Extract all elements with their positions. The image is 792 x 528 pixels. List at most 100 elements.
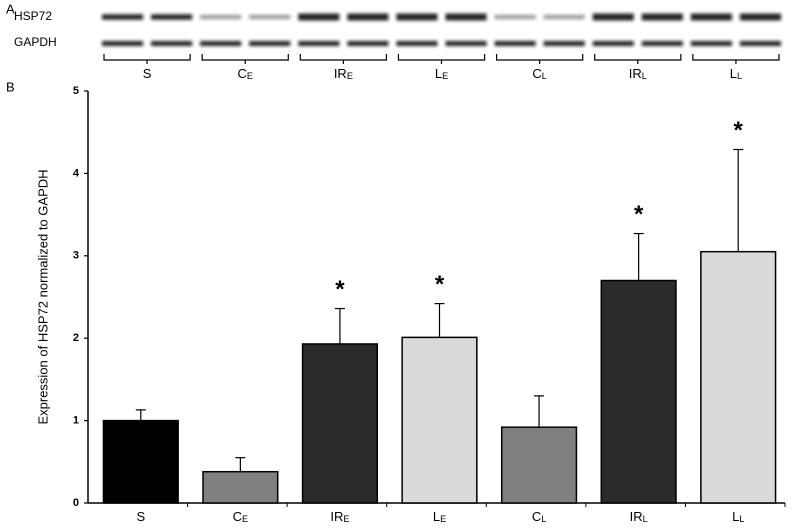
category-main: IR [629,66,642,81]
blot-band [690,41,732,46]
category-subscript: E [442,71,448,81]
blot-band [347,13,389,21]
category-main: L [732,509,739,524]
lane-bracket [201,54,289,64]
category-main: IR [630,509,643,524]
lane-bracket [103,54,191,64]
lane-bracket [397,54,486,64]
category-main: C [237,66,246,81]
blot-band [494,41,536,46]
blot-band [739,41,781,46]
category-subscript: E [347,71,353,81]
category-subscript: E [343,514,349,524]
blot-band [494,15,536,19]
significance-marker: * [734,117,744,144]
blot-band [641,13,683,21]
blot-band [396,13,438,21]
y-tick-label: 5 [73,85,79,97]
bar [401,336,478,504]
blot-band [690,13,732,21]
lane-label: CL [532,66,546,81]
lane-label: IRE [334,66,353,81]
category-main: L [730,66,737,81]
blot-band [200,15,242,19]
x-tick-label: CL [532,509,546,524]
blot-band [592,41,634,46]
x-tick-label: LE [433,509,446,524]
category-subscript: L [542,71,547,81]
blot-band [543,15,585,19]
y-axis-label: Expression of HSP72 normalized to GAPDH [35,169,50,424]
category-subscript: L [642,71,647,81]
blot-band [249,41,291,46]
bar [301,343,379,504]
bar [500,426,578,504]
category-main: S [143,66,152,81]
category-subscript: L [541,514,546,524]
category-main: S [136,509,145,524]
lane-label: LE [435,66,448,81]
category-subscript: L [737,71,742,81]
lane-bracket [594,54,682,64]
y-tick-label: 2 [73,332,79,344]
y-tick-label: 4 [73,167,80,179]
bar [102,419,179,504]
blot-band [200,41,242,46]
y-tick-label: 1 [73,415,79,427]
category-main: C [233,509,242,524]
lane-bracket [299,54,388,64]
category-main: L [433,509,440,524]
category-main: IR [334,66,347,81]
bar [600,279,677,504]
category-subscript: E [247,71,253,81]
blot-band [249,15,291,19]
blot-band [641,41,683,46]
y-tick-label: 0 [73,497,79,509]
category-subscript: E [242,514,248,524]
significance-marker: * [335,276,345,303]
category-main: L [435,66,442,81]
category-subscript: L [739,514,744,524]
x-tick-label: IRE [330,509,349,524]
blot-band [445,41,487,46]
bar [700,250,777,504]
blot-band [543,41,585,46]
category-main: IR [330,509,343,524]
lane-bracket [495,54,584,64]
blot-band [151,41,193,46]
x-tick-label: S [136,509,145,524]
lane-label: S [143,66,152,81]
blot-band [396,41,438,46]
x-tick-label: LL [732,509,744,524]
panel-label: A [6,1,15,16]
blot-band [592,13,634,21]
blot-band [102,41,144,46]
category-main: C [532,509,541,524]
category-subscript: E [440,514,446,524]
lane-bracket [692,54,780,64]
blot-band [739,13,781,21]
x-tick-label: CE [233,509,248,524]
blot-band [298,41,340,46]
bar [202,470,279,504]
blot-row-label: HSP72 [14,9,52,23]
blot-band [151,14,193,20]
blot-row-label: GAPDH [14,35,57,49]
y-tick-label: 3 [73,250,79,262]
blot-band [102,14,144,20]
lane-label: IRL [629,66,647,81]
category-subscript: L [643,514,648,524]
panel-label: B [6,79,15,94]
blot-band [445,13,487,21]
blot-band [298,13,340,21]
significance-marker: * [435,271,445,298]
blot: S CE IRE LE CL IRL LL [102,13,781,81]
x-tick-label: IRL [630,509,648,524]
lane-label: LL [730,66,742,81]
category-main: C [532,66,541,81]
lane-label: CE [237,66,252,81]
blot-band [347,41,389,46]
significance-marker: * [634,201,644,228]
